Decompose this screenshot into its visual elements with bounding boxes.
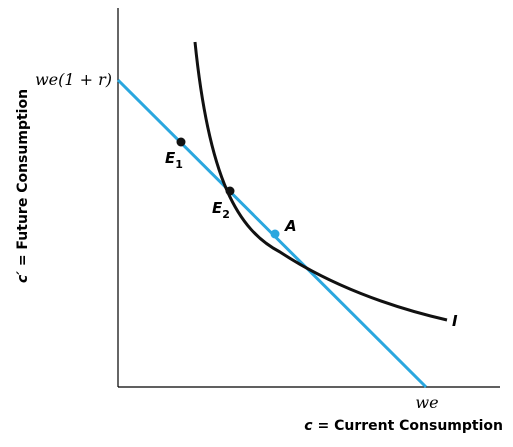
y-axis-title-var: c′: [15, 271, 31, 283]
point-label-e2: E2: [212, 199, 230, 221]
x-intercept-label: we: [415, 393, 438, 412]
y-intercept-label: we(1 + r): [35, 70, 112, 89]
point-label-e1: E1: [165, 149, 183, 171]
point-label-e1-main: E: [165, 149, 176, 167]
indifference-curve: [193, 41, 448, 322]
point-label-e2-sub: 2: [222, 208, 230, 221]
point-label-e2-main: E: [212, 199, 223, 217]
curve-label: I: [452, 312, 458, 330]
point-a: [270, 229, 280, 239]
point-label-a-main: A: [284, 217, 297, 235]
point-e2: [225, 186, 235, 196]
y-axis-title-rest: = Future Consumption: [15, 89, 31, 271]
point-label-e1-sub: 1: [175, 158, 183, 171]
x-axis-title-var: c: [304, 418, 313, 434]
point-e1: [176, 137, 186, 147]
x-axis-title-rest: = Current Consumption: [313, 418, 503, 434]
point-label-a: A: [284, 217, 297, 235]
y-axis-title: c′ = Future Consumption: [15, 89, 31, 283]
x-axis-title: c = Current Consumption: [304, 418, 503, 434]
